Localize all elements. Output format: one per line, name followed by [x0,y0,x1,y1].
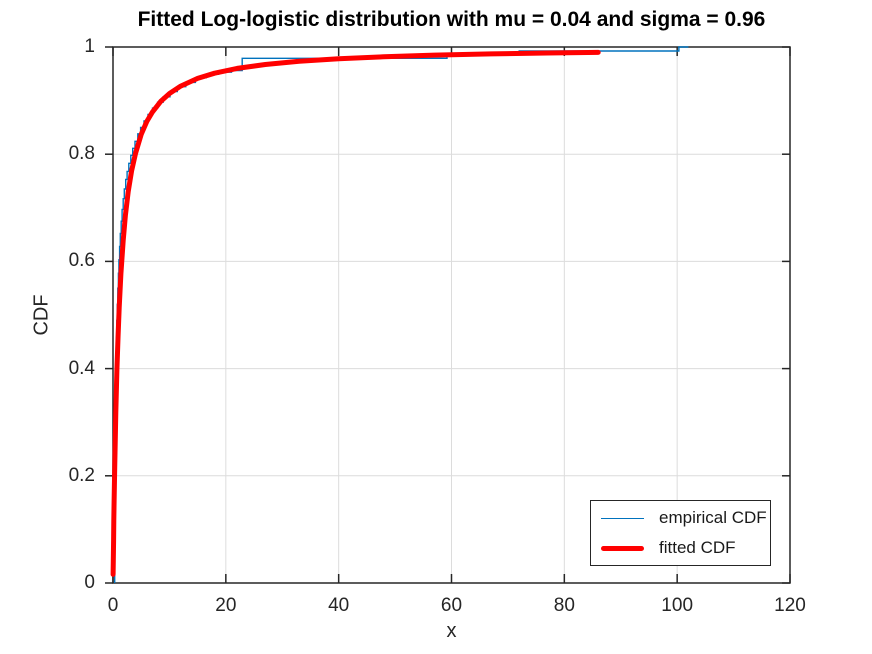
y-tick-label: 0.6 [68,250,95,272]
chart-title: Fitted Log-logistic distribution with mu… [137,8,766,31]
x-tick-label: 100 [661,595,694,616]
legend-label: empirical CDF [659,508,767,527]
x-tick-label: 120 [774,595,806,616]
x-tick-label: 20 [215,595,237,616]
x-tick-label: 80 [553,595,575,616]
y-tick-label: 0.4 [68,357,95,379]
fitted-cdf-line [110,49,601,577]
legend-item-fitted: fitted CDF [591,538,770,558]
y-tick-label: 0.8 [68,143,95,165]
legend-item-empirical: empirical CDF [591,508,770,528]
x-tick-label: 40 [328,595,350,616]
legend-label: fitted CDF [659,538,736,557]
y-tick-label: 0 [84,572,95,593]
x-axis-label: x [446,620,457,642]
x-tick-label: 0 [107,595,119,616]
x-tick-label: 60 [440,595,463,616]
y-tick-label: 0.2 [68,464,95,486]
y-tick-label: 1 [84,36,95,57]
empirical-line-sample [601,517,644,519]
fitted-line-sample [601,545,644,551]
y-axis-label: CDF [30,294,53,336]
legend: empirical CDF fitted CDF [590,500,771,566]
